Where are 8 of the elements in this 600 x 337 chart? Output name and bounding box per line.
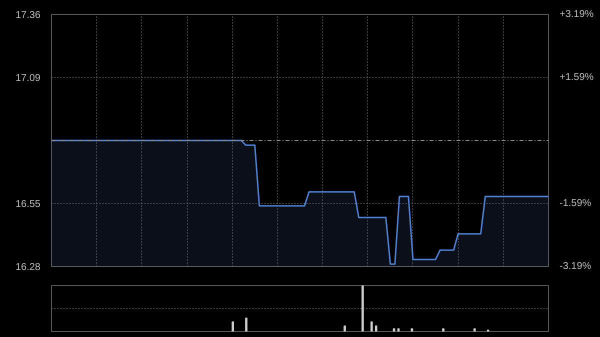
y2-tick-label: +3.19% [560,9,594,20]
y-tick-label: 17.36 [15,10,41,21]
y-tick-label: 16.55 [15,199,41,210]
y2-tick-label: +1.59% [560,72,594,84]
y2-tick-label: -1.59% [560,198,592,209]
y-tick-label: 17.09 [15,73,41,84]
y2-tick-label: -3.19% [560,261,592,272]
y-tick-label: 16.28 [15,262,41,273]
